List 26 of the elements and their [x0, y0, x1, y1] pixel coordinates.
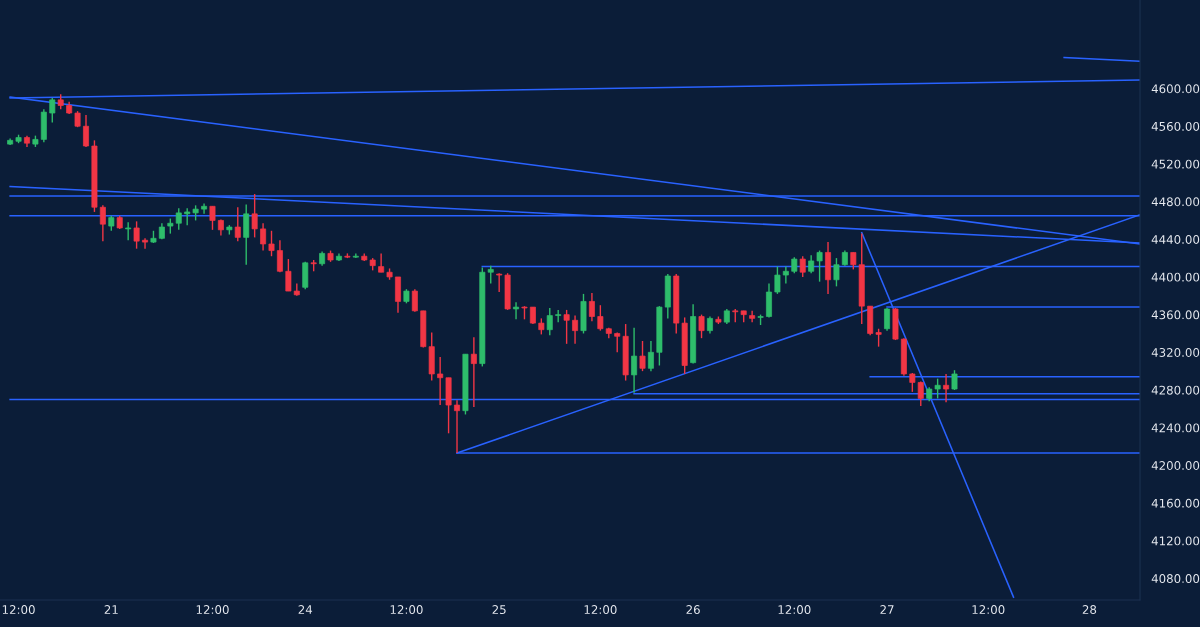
x-tick-label: 12:00: [972, 605, 1005, 615]
x-tick-label: 12:00: [778, 605, 811, 615]
y-tick-label: 4080.00: [1151, 574, 1200, 584]
x-tick-label: 27: [880, 605, 894, 614]
y-tick-label: 4360.00: [1151, 310, 1200, 320]
x-tick-label: 12:00: [390, 605, 423, 615]
y-tick-label: 4240.00: [1151, 423, 1200, 433]
y-tick-label: 4120.00: [1151, 536, 1200, 546]
x-tick-label: 21: [104, 605, 118, 614]
y-tick-label: 4400.00: [1151, 272, 1200, 282]
y-tick-label: 4480.00: [1151, 197, 1200, 207]
y-tick-label: 4200.00: [1151, 461, 1200, 470]
y-tick-label: 4320.00: [1151, 348, 1200, 357]
y-tick-label: 4560.00: [1151, 121, 1200, 131]
y-tick-label: 4160.00: [1151, 498, 1200, 508]
y-tick-label: 4520.00: [1151, 159, 1200, 169]
x-tick-label: 12:00: [196, 605, 229, 615]
y-tick-label: 4600.00: [1151, 84, 1200, 94]
x-tick-label: 12:00: [2, 605, 35, 615]
x-tick-label: 26: [686, 605, 700, 615]
y-tick-label: 4280.00: [1151, 385, 1200, 395]
x-tick-label: 12:00: [584, 605, 617, 615]
y-tick-label: 4440.00: [1151, 234, 1200, 244]
x-tick-label: 28: [1082, 605, 1097, 615]
x-tick-label: 24: [298, 605, 313, 614]
x-tick-label: 25: [492, 605, 506, 615]
